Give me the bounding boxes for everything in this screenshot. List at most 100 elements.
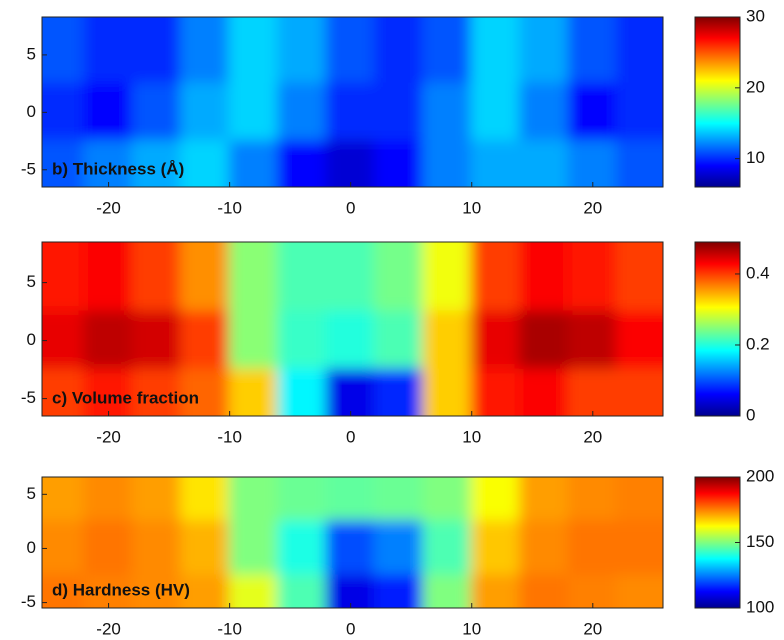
heatmap-cell — [567, 310, 618, 371]
heatmap-cell — [180, 140, 231, 187]
x-tick-label: 20 — [583, 198, 602, 217]
heatmap-cell — [373, 140, 425, 187]
colorbar-tick-label: 0 — [746, 405, 755, 424]
heatmap-cell — [567, 17, 618, 85]
y-tick-label: 5 — [27, 44, 36, 63]
y-tick-label: 0 — [27, 538, 36, 557]
heatmap-cell — [519, 310, 570, 371]
x-tick-label: -10 — [217, 427, 242, 446]
heatmap-cell — [42, 574, 86, 608]
y-tick-label: 0 — [27, 330, 36, 349]
heatmap-cell — [42, 82, 86, 143]
x-tick-label: 0 — [346, 427, 355, 446]
heatmap-cell — [567, 574, 618, 608]
heatmap-cell — [131, 368, 183, 416]
y-tick-label: 5 — [27, 272, 36, 291]
heatmap-cell — [42, 368, 86, 416]
heatmap-cell — [616, 242, 663, 313]
y-tick-label: -5 — [21, 388, 36, 407]
heatmap-cell — [131, 140, 183, 187]
heatmap-cell — [228, 17, 280, 85]
colorbar-tick-label: 20 — [746, 77, 765, 96]
heatmap-cell — [519, 477, 570, 523]
heatmap-cell — [180, 477, 231, 523]
colorbar-tick-label: 0.4 — [746, 263, 770, 282]
heatmap-cell — [373, 520, 425, 577]
x-tick-label: 0 — [346, 198, 355, 217]
heatmap — [42, 477, 663, 608]
heatmap-cell — [131, 82, 183, 143]
heatmap-cell — [616, 520, 663, 577]
heatmap-cell — [470, 310, 522, 371]
heatmap-cell — [470, 520, 522, 577]
heatmap — [42, 17, 663, 187]
heatmap-cell — [83, 574, 134, 608]
heatmap-cell — [277, 477, 328, 523]
plot-frame — [41, 16, 664, 188]
heatmap-cell — [228, 242, 280, 313]
heatmap-cell — [567, 82, 618, 143]
heatmap-cell — [277, 368, 328, 416]
colorbar — [694, 241, 741, 417]
heatmap-cell — [616, 310, 663, 371]
heatmap-cell — [228, 310, 280, 371]
heatmap-cell — [325, 477, 376, 523]
y-tick-label: 0 — [27, 102, 36, 121]
heatmap-cell — [83, 520, 134, 577]
heatmap-cell — [373, 17, 425, 85]
heatmap-cell — [83, 368, 134, 416]
heatmap-cell — [325, 310, 376, 371]
heatmap-cell — [470, 574, 522, 608]
heatmap-cell — [228, 574, 280, 608]
heatmap-cell — [277, 17, 328, 85]
heatmap-cell — [616, 368, 663, 416]
heatmap-cell — [180, 82, 231, 143]
heatmap-cell — [519, 574, 570, 608]
heatmap-cell — [470, 368, 522, 416]
heatmap-cell — [422, 17, 473, 85]
heatmap-cell — [422, 82, 473, 143]
heatmap-cell — [422, 574, 473, 608]
heatmap-cell — [567, 368, 618, 416]
heatmap-cell — [325, 242, 376, 313]
heatmap-cell — [83, 17, 134, 85]
colorbar-tick-label: 30 — [746, 6, 765, 25]
y-tick-label: -5 — [21, 159, 36, 178]
colorbar-tick-label: 150 — [746, 532, 774, 551]
heatmap-cell — [131, 574, 183, 608]
x-tick-label: 0 — [346, 619, 355, 638]
heatmap-cell — [277, 242, 328, 313]
heatmap-cell — [325, 368, 376, 416]
colorbar-tick-label: 10 — [746, 148, 765, 167]
heatmap-cell — [470, 477, 522, 523]
x-tick-label: 10 — [462, 198, 481, 217]
heatmap-cell — [325, 574, 376, 608]
heatmap-cell — [422, 368, 473, 416]
heatmap-cell — [373, 242, 425, 313]
y-tick-label: 5 — [27, 484, 36, 503]
heatmap-cell — [567, 520, 618, 577]
plot-frame — [41, 241, 664, 417]
x-tick-label: -20 — [96, 427, 121, 446]
colorbar-tick-label: 0.2 — [746, 334, 770, 353]
heatmap-cell — [42, 17, 86, 85]
heatmap-cell — [180, 17, 231, 85]
heatmap-cell — [131, 477, 183, 523]
x-tick-label: 20 — [583, 619, 602, 638]
colorbar — [694, 16, 741, 188]
heatmap-cell — [131, 310, 183, 371]
heatmap-cell — [422, 477, 473, 523]
heatmap-cell — [42, 520, 86, 577]
panel-label: c) Volume fraction — [52, 388, 199, 407]
heatmap-cell — [228, 477, 280, 523]
heatmap-cell — [180, 520, 231, 577]
heatmap-cell — [422, 520, 473, 577]
heatmap — [42, 242, 663, 416]
panel-label: b) Thickness (Å) — [52, 159, 184, 178]
heatmap-cell — [131, 242, 183, 313]
heatmap-cell — [277, 520, 328, 577]
heatmap-cell — [180, 242, 231, 313]
x-tick-label: -10 — [217, 619, 242, 638]
heatmap-cells — [42, 242, 663, 416]
